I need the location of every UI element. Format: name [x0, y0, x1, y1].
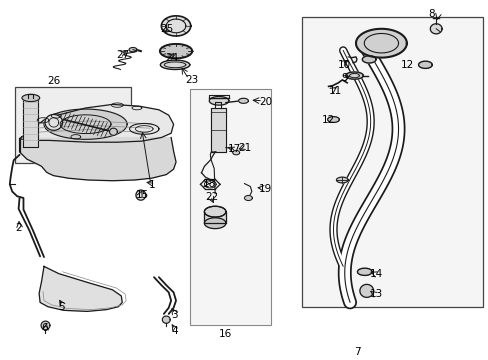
Polygon shape: [345, 72, 363, 79]
Text: 12: 12: [321, 114, 334, 125]
Polygon shape: [45, 114, 62, 130]
FancyBboxPatch shape: [15, 87, 131, 163]
Polygon shape: [362, 56, 375, 63]
Text: 1: 1: [149, 180, 156, 190]
Polygon shape: [160, 60, 189, 69]
Text: 20: 20: [259, 96, 272, 107]
Polygon shape: [136, 190, 145, 200]
Text: 5: 5: [59, 302, 65, 312]
Text: 24: 24: [165, 53, 178, 63]
Text: 14: 14: [369, 269, 382, 279]
Text: 23: 23: [184, 75, 198, 85]
Text: 19: 19: [259, 184, 272, 194]
Text: 22: 22: [205, 192, 218, 202]
Text: 27: 27: [116, 50, 129, 60]
Text: 9: 9: [341, 73, 347, 84]
Polygon shape: [209, 96, 228, 105]
Polygon shape: [244, 195, 252, 201]
Polygon shape: [109, 128, 117, 135]
Polygon shape: [160, 44, 192, 58]
Polygon shape: [211, 108, 225, 152]
Polygon shape: [20, 104, 173, 142]
Polygon shape: [327, 117, 339, 122]
Polygon shape: [238, 98, 248, 103]
Polygon shape: [355, 29, 406, 58]
Text: 15: 15: [136, 190, 149, 200]
Polygon shape: [44, 109, 127, 139]
Text: 7: 7: [353, 347, 360, 357]
Text: 2: 2: [16, 222, 22, 233]
Polygon shape: [39, 266, 122, 311]
Text: 6: 6: [41, 323, 48, 333]
Polygon shape: [336, 177, 347, 183]
FancyBboxPatch shape: [302, 17, 482, 307]
Polygon shape: [162, 316, 170, 323]
Text: 11: 11: [328, 86, 341, 96]
Polygon shape: [204, 212, 225, 223]
Text: 25: 25: [160, 24, 173, 34]
Text: 13: 13: [369, 289, 382, 300]
Polygon shape: [129, 48, 137, 52]
Text: 16: 16: [219, 329, 232, 339]
Polygon shape: [204, 218, 225, 229]
Polygon shape: [20, 138, 176, 181]
Text: 3: 3: [171, 310, 178, 320]
FancyBboxPatch shape: [189, 89, 271, 325]
Polygon shape: [23, 98, 38, 147]
Polygon shape: [232, 150, 239, 155]
Polygon shape: [418, 61, 431, 68]
Polygon shape: [204, 206, 225, 217]
Polygon shape: [161, 16, 190, 36]
Text: 26: 26: [47, 76, 61, 86]
Polygon shape: [357, 268, 371, 275]
Text: 18: 18: [203, 179, 216, 189]
Polygon shape: [359, 284, 373, 297]
Text: 10: 10: [337, 60, 350, 70]
Text: 17: 17: [227, 144, 240, 154]
Polygon shape: [429, 24, 441, 34]
Text: 12: 12: [400, 60, 413, 70]
Text: 8: 8: [427, 9, 434, 19]
Polygon shape: [41, 321, 50, 330]
Text: 21: 21: [238, 143, 251, 153]
Text: 4: 4: [171, 326, 178, 336]
Polygon shape: [22, 94, 40, 102]
